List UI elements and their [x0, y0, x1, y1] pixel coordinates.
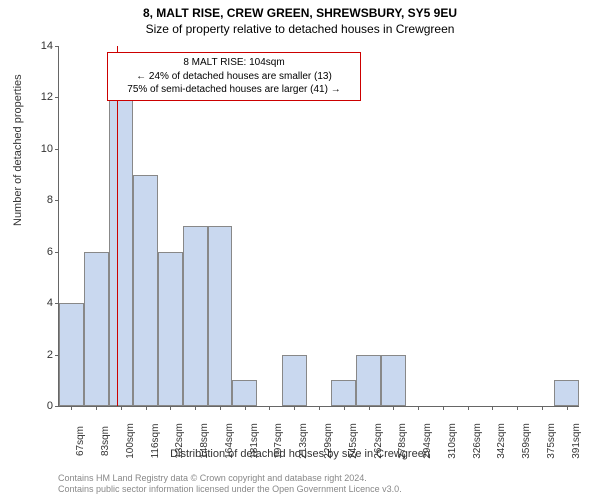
bar [331, 380, 356, 406]
legend-line: ← 24% of detached houses are smaller (13… [114, 70, 354, 84]
x-tick-mark [195, 406, 196, 410]
x-tick-mark [245, 406, 246, 410]
y-tick-label: 0 [29, 400, 53, 412]
legend-line: 8 MALT RISE: 104sqm [114, 56, 354, 70]
bar [232, 380, 257, 406]
y-tick-label: 12 [29, 91, 53, 103]
bar [381, 355, 406, 406]
x-tick-mark [393, 406, 394, 410]
bar [554, 380, 579, 406]
x-axis-label: Distribution of detached houses by size … [0, 448, 600, 460]
x-tick-mark [269, 406, 270, 410]
x-tick-mark [517, 406, 518, 410]
y-tick-label: 6 [29, 246, 53, 258]
y-tick-label: 8 [29, 194, 53, 206]
y-tick-label: 4 [29, 297, 53, 309]
credit-line-2: Contains public sector information licen… [58, 484, 402, 496]
credit-line-1: Contains HM Land Registry data © Crown c… [58, 473, 402, 485]
y-tick-mark [55, 200, 59, 201]
x-tick-mark [96, 406, 97, 410]
legend-line: 75% of semi-detached houses are larger (… [114, 83, 354, 97]
chart-subtitle: Size of property relative to detached ho… [0, 20, 600, 36]
bar [356, 355, 381, 406]
bar [158, 252, 183, 406]
x-tick-mark [146, 406, 147, 410]
y-tick-label: 10 [29, 143, 53, 155]
credit-text: Contains HM Land Registry data © Crown c… [58, 473, 402, 496]
bar [84, 252, 109, 406]
x-tick-mark [418, 406, 419, 410]
bar [59, 303, 84, 406]
y-tick-label: 2 [29, 349, 53, 361]
x-tick-mark [542, 406, 543, 410]
bar [133, 175, 158, 406]
x-tick-mark [443, 406, 444, 410]
x-tick-mark [492, 406, 493, 410]
x-tick-mark [170, 406, 171, 410]
bar [282, 355, 307, 406]
x-tick-mark [294, 406, 295, 410]
x-tick-mark [71, 406, 72, 410]
x-tick-mark [468, 406, 469, 410]
x-tick-mark [121, 406, 122, 410]
x-tick-mark [220, 406, 221, 410]
y-tick-label: 14 [29, 40, 53, 52]
y-tick-mark [55, 252, 59, 253]
plot-area: 0246810121467sqm83sqm100sqm116sqm132sqm1… [58, 46, 579, 407]
x-tick-mark [344, 406, 345, 410]
x-tick-mark [369, 406, 370, 410]
x-tick-mark [567, 406, 568, 410]
legend-box: 8 MALT RISE: 104sqm← 24% of detached hou… [107, 52, 361, 101]
y-tick-mark [55, 149, 59, 150]
y-tick-mark [55, 97, 59, 98]
bar [109, 72, 134, 406]
bar [208, 226, 233, 406]
y-axis-label: Number of detached properties [12, 74, 24, 226]
bar [183, 226, 208, 406]
chart-title: 8, MALT RISE, CREW GREEN, SHREWSBURY, SY… [0, 0, 600, 20]
y-tick-mark [55, 46, 59, 47]
y-tick-mark [55, 406, 59, 407]
x-tick-mark [319, 406, 320, 410]
